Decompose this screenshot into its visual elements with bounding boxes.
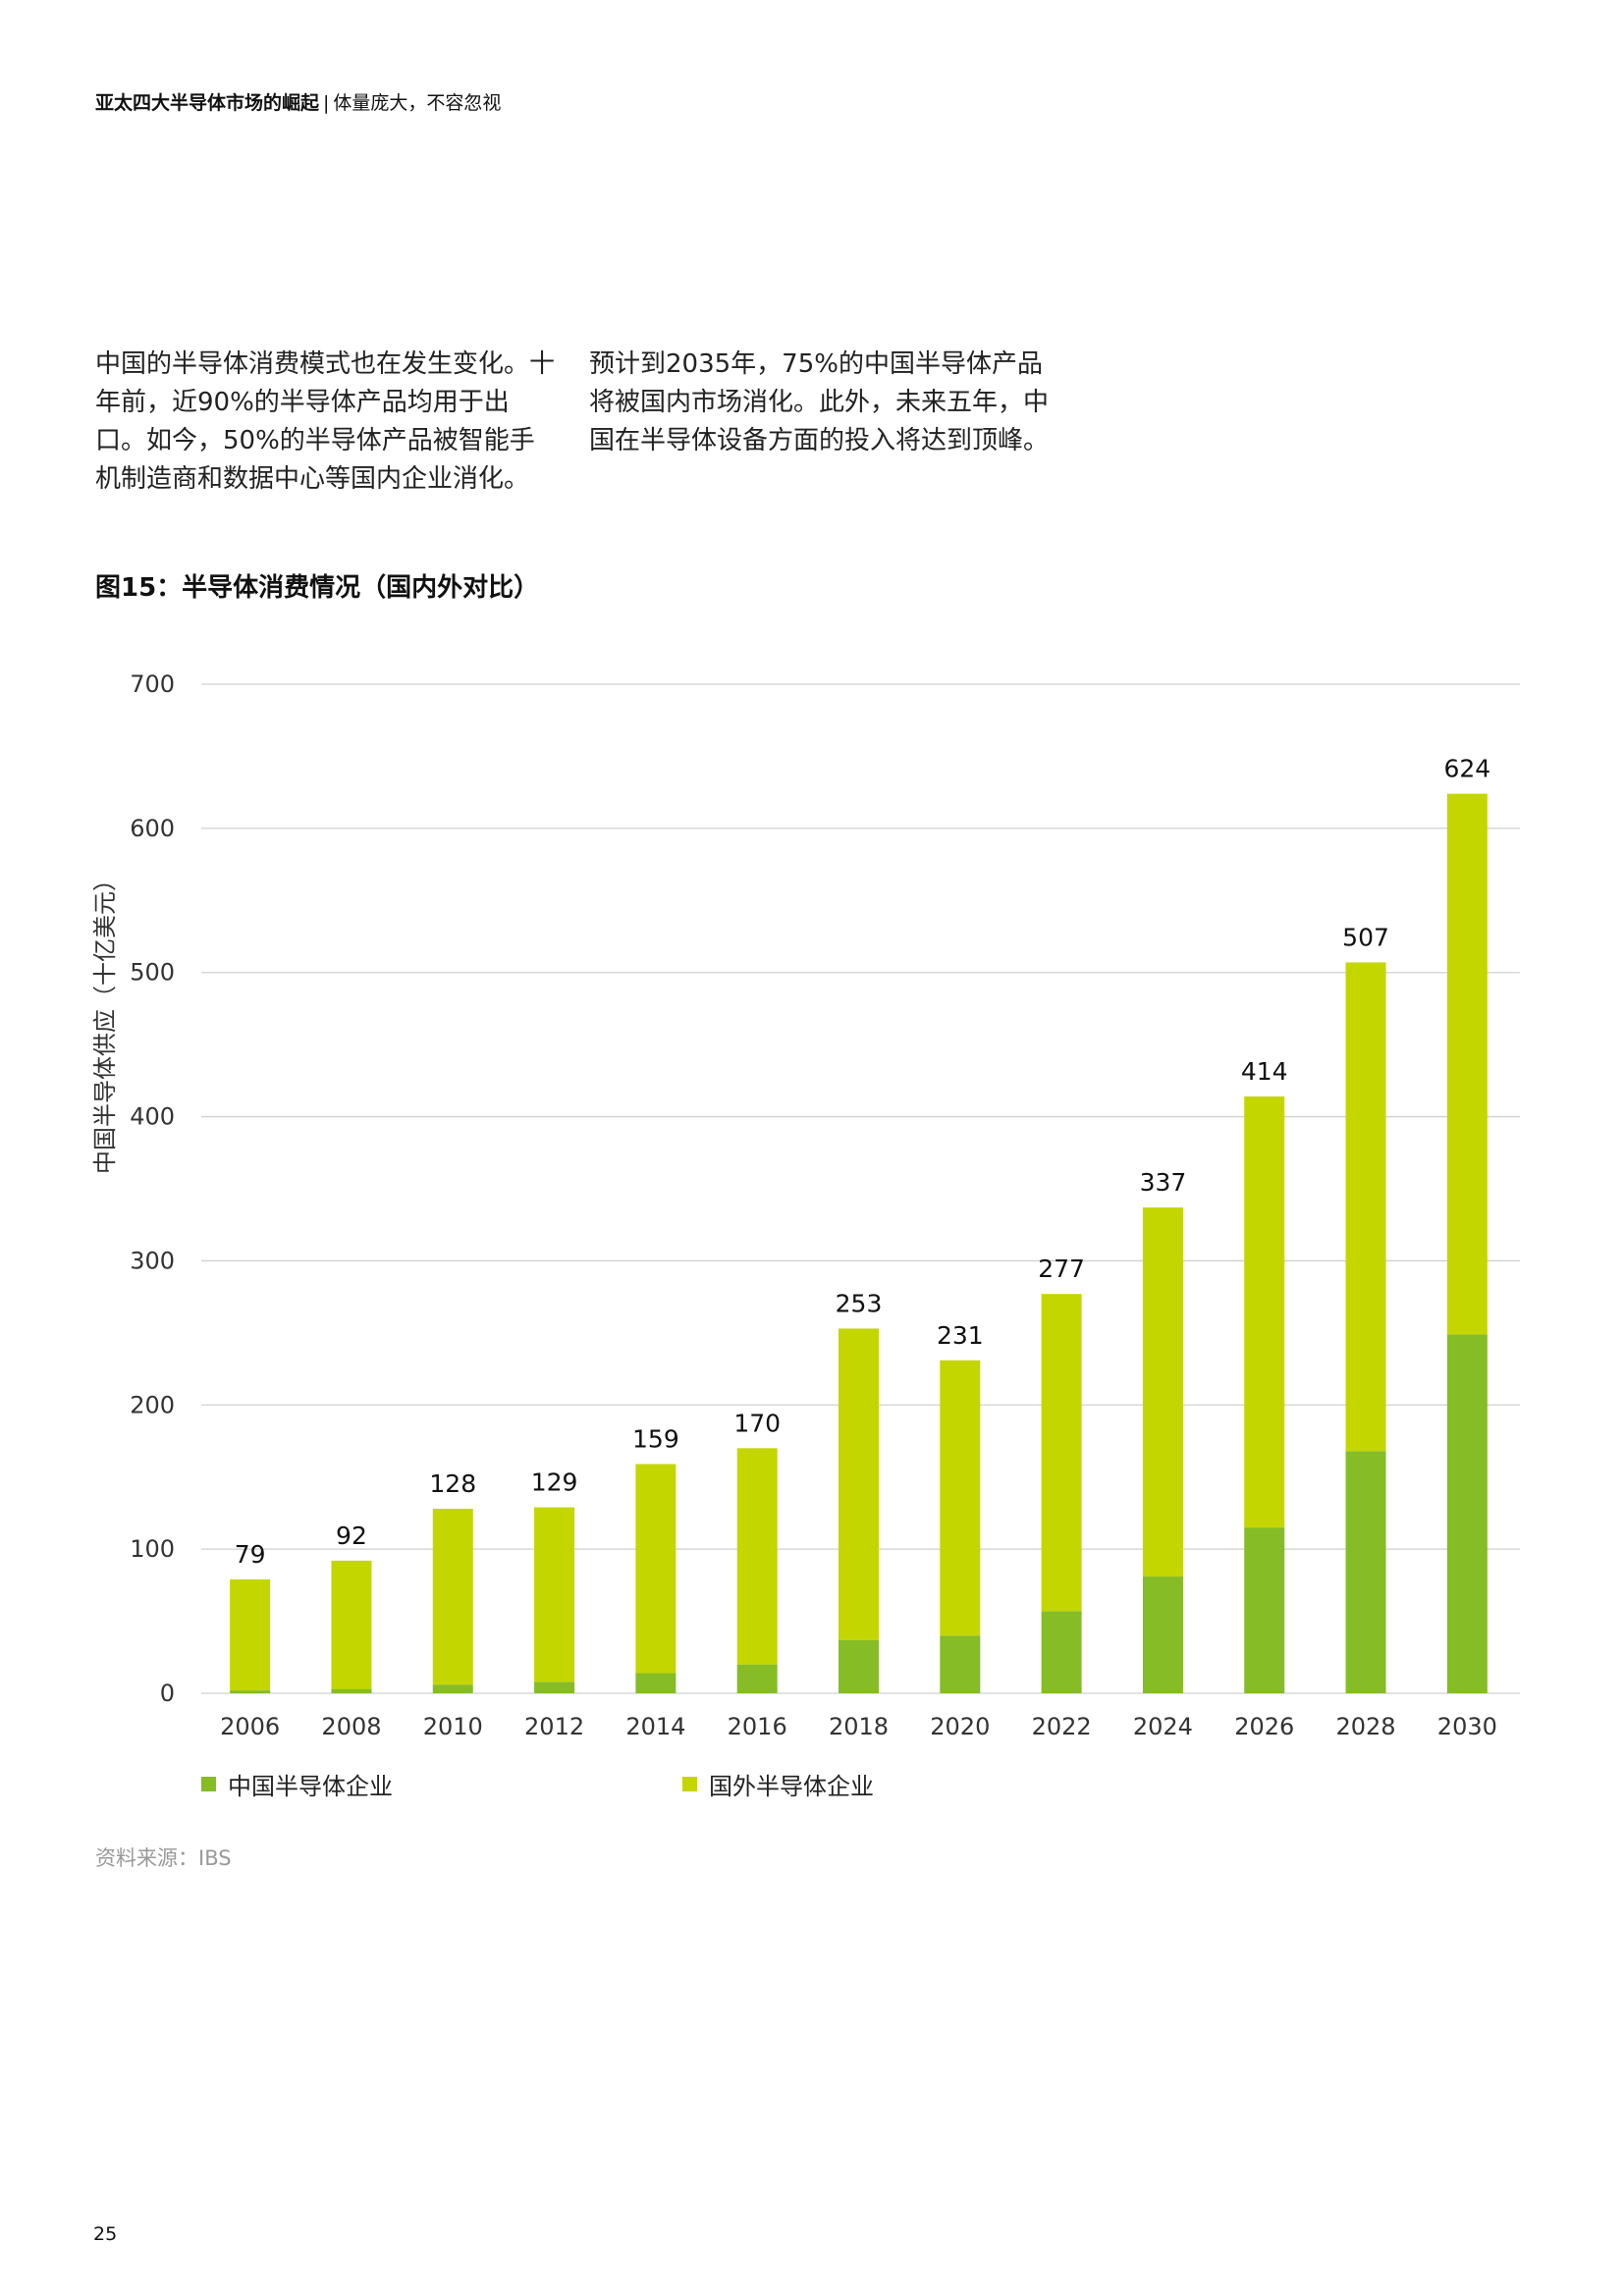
bar-total-label: 92 bbox=[336, 1522, 367, 1550]
bar-segment-domestic bbox=[1041, 1611, 1082, 1693]
bar-segment-domestic bbox=[940, 1635, 981, 1693]
bar-total-label: 129 bbox=[531, 1468, 578, 1497]
body-paragraph-2: 预计到2035年，75%的中国半导体产品将被国内市场消化。此外，未来五年，中国在… bbox=[589, 349, 1050, 455]
bar-segment-foreign bbox=[839, 1328, 879, 1640]
x-tick-label: 2014 bbox=[625, 1713, 685, 1737]
y-tick-label: 500 bbox=[130, 959, 175, 987]
bar-segment-domestic bbox=[1142, 1576, 1183, 1693]
bar-segment-domestic bbox=[534, 1682, 575, 1693]
bar-segment-foreign bbox=[1446, 793, 1488, 1335]
x-tick-label: 2012 bbox=[524, 1713, 584, 1737]
x-tick-label: 2022 bbox=[1032, 1713, 1092, 1737]
header-subtitle: 体量庞大，不容忽视 bbox=[333, 92, 502, 114]
bar-segment-foreign bbox=[534, 1507, 575, 1682]
legend-item-foreign: 国外半导体企业 bbox=[682, 1767, 874, 1801]
bar-segment-foreign bbox=[940, 1360, 981, 1636]
bar-segment-foreign bbox=[1041, 1294, 1082, 1612]
bar-segment-domestic bbox=[432, 1684, 473, 1693]
y-tick-label: 300 bbox=[130, 1247, 175, 1274]
bar-total-label: 231 bbox=[937, 1321, 984, 1350]
body-paragraph-1: 中国的半导体消费模式也在发生变化。十年前，近90%的半导体产品均用于出口。如今，… bbox=[95, 349, 556, 494]
y-tick-label: 400 bbox=[130, 1103, 175, 1131]
stacked-bar-chart: 0 100 200 300 400 500 600 700 79 92 128 129 159 170 2… bbox=[91, 670, 1520, 1737]
figure-source: 资料来源：IBS bbox=[95, 1846, 232, 1870]
legend-label-domestic: 中国半导体企业 bbox=[228, 1773, 393, 1800]
chart-total-labels: 79 92 128 129 159 170 253 231 277 337 414 507 624 bbox=[235, 755, 1490, 1569]
y-tick-label: 600 bbox=[130, 815, 175, 842]
x-tick-label: 2008 bbox=[321, 1713, 381, 1737]
bar-segment-domestic bbox=[1244, 1527, 1285, 1693]
x-tick-label: 2006 bbox=[220, 1713, 280, 1737]
bar-segment-foreign bbox=[1345, 962, 1386, 1452]
page-number: 25 bbox=[93, 2223, 118, 2245]
chart-y-axis-label: 中国半导体供应（十亿美元） bbox=[91, 868, 119, 1174]
x-tick-label: 2030 bbox=[1437, 1713, 1497, 1737]
figure-title: 图15：半导体消费情况（国内外对比） bbox=[95, 573, 540, 603]
bar-segment-foreign bbox=[736, 1448, 778, 1665]
x-tick-label: 2020 bbox=[930, 1713, 990, 1737]
bar-segment-domestic bbox=[1345, 1451, 1386, 1693]
bar-segment-domestic bbox=[331, 1688, 372, 1693]
bar-segment-foreign bbox=[331, 1560, 372, 1689]
bar-segment-domestic bbox=[1446, 1334, 1488, 1693]
x-tick-label: 2024 bbox=[1133, 1713, 1193, 1737]
bar-total-label: 253 bbox=[836, 1289, 883, 1317]
bar-segment-domestic bbox=[736, 1664, 778, 1693]
bar-segment-foreign bbox=[635, 1464, 677, 1674]
bar-segment-foreign bbox=[230, 1578, 271, 1691]
legend-swatch-domestic bbox=[201, 1777, 216, 1791]
chart-y-ticks: 0 100 200 300 400 500 600 700 bbox=[130, 670, 175, 1707]
y-tick-label: 100 bbox=[130, 1535, 175, 1563]
legend-swatch-foreign bbox=[682, 1777, 697, 1791]
x-tick-label: 2028 bbox=[1335, 1713, 1395, 1737]
bar-total-label: 337 bbox=[1140, 1168, 1187, 1197]
bar-total-label: 159 bbox=[632, 1424, 679, 1453]
bar-total-label: 128 bbox=[429, 1469, 476, 1498]
bar-segment-foreign bbox=[1142, 1207, 1183, 1577]
chart-bars bbox=[230, 793, 1488, 1693]
bar-total-label: 507 bbox=[1342, 923, 1389, 951]
y-tick-label: 200 bbox=[130, 1391, 175, 1418]
legend-label-foreign: 国外半导体企业 bbox=[709, 1773, 874, 1800]
x-tick-label: 2018 bbox=[829, 1713, 889, 1737]
bar-total-label: 79 bbox=[235, 1540, 266, 1569]
bar-segment-domestic bbox=[230, 1690, 271, 1693]
header-separator: | bbox=[323, 92, 330, 114]
bar-segment-foreign bbox=[1244, 1096, 1285, 1528]
bar-segment-domestic bbox=[839, 1639, 879, 1693]
bar-total-label: 624 bbox=[1443, 755, 1490, 783]
x-tick-label: 2016 bbox=[728, 1713, 787, 1737]
header-title: 亚太四大半导体市场的崛起 bbox=[95, 92, 320, 114]
bar-total-label: 277 bbox=[1038, 1255, 1085, 1283]
page-header: 亚太四大半导体市场的崛起 | 体量庞大，不容忽视 bbox=[95, 88, 501, 115]
bar-segment-foreign bbox=[432, 1509, 473, 1685]
y-tick-label: 700 bbox=[130, 670, 175, 698]
x-tick-label: 2026 bbox=[1234, 1713, 1294, 1737]
x-tick-label: 2010 bbox=[423, 1713, 483, 1737]
y-tick-label: 0 bbox=[160, 1680, 175, 1707]
bar-total-label: 170 bbox=[733, 1409, 781, 1437]
bar-total-label: 414 bbox=[1241, 1057, 1288, 1086]
legend-item-domestic: 中国半导体企业 bbox=[201, 1767, 393, 1801]
chart-x-ticks: 2006 2008 2010 2012 2014 2016 2018 2020 2022 2024… bbox=[220, 1713, 1497, 1737]
bar-segment-domestic bbox=[635, 1673, 677, 1693]
